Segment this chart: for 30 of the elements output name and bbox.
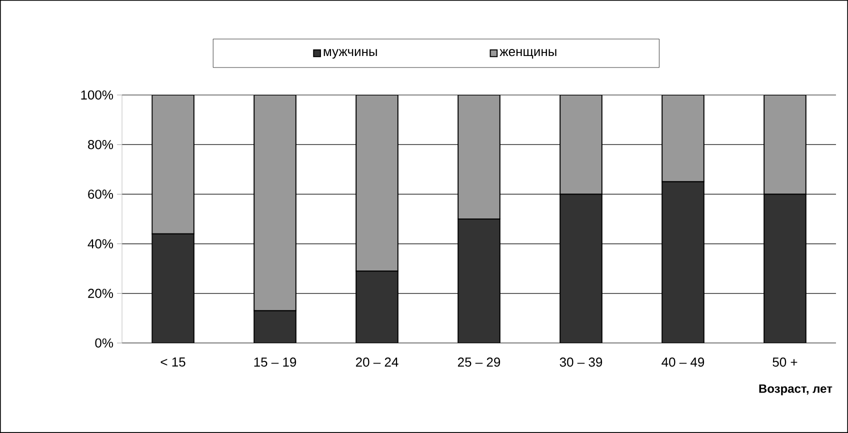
y-tick-label: 80%: [88, 140, 114, 150]
bar: [458, 218, 500, 343]
bar: [662, 94, 704, 182]
x-axis-title: Возраст, лет: [759, 384, 832, 396]
bar: [356, 94, 398, 272]
bar: [356, 270, 398, 343]
bar: [764, 94, 806, 195]
x-tick-label: 20 – 24: [356, 358, 398, 367]
x-tick-label: 25 – 29: [458, 358, 500, 367]
x-tick-label: < 15: [160, 358, 186, 367]
y-tick-label: 0%: [95, 338, 114, 348]
legend-label: женщины: [500, 49, 556, 59]
bar: [560, 194, 602, 343]
y-tick-label: 20%: [88, 288, 114, 298]
legend-label: мужчины: [324, 49, 377, 59]
bar: [764, 194, 806, 343]
bar: [254, 310, 296, 343]
bar: [152, 94, 194, 234]
x-tick-label: 30 – 39: [560, 358, 602, 367]
y-tick-label: 40%: [88, 239, 114, 248]
bar: [254, 94, 296, 312]
y-tick-label: 60%: [88, 190, 114, 199]
x-tick-label: 15 – 19: [254, 358, 296, 367]
bar: [560, 94, 602, 195]
bar: [662, 181, 704, 343]
y-tick-label: 100%: [81, 90, 114, 100]
bar: [458, 94, 500, 220]
x-tick-label: 40 – 49: [662, 358, 704, 367]
x-tick-label: 50 +: [772, 358, 798, 367]
bar: [152, 233, 194, 343]
